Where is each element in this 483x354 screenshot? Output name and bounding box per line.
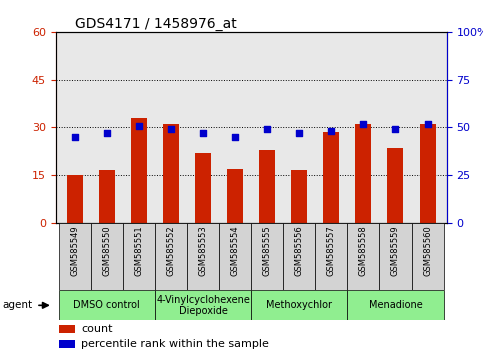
Point [359,121,367,126]
Bar [251,290,347,320]
Bar [347,290,443,320]
Bar [123,223,155,290]
Text: GSM585556: GSM585556 [295,225,304,276]
Text: count: count [81,324,113,334]
Text: GSM585557: GSM585557 [327,225,336,276]
Text: percentile rank within the sample: percentile rank within the sample [81,339,269,349]
Point [71,134,79,140]
Bar [420,124,436,223]
Bar [59,223,91,290]
Bar [315,223,347,290]
Bar [283,223,315,290]
Bar [155,290,251,320]
Text: GSM585559: GSM585559 [391,225,400,276]
Text: GSM585554: GSM585554 [230,225,240,276]
Text: GSM585560: GSM585560 [423,225,432,276]
Bar [227,169,243,223]
Point [392,126,399,132]
Text: GSM585549: GSM585549 [71,225,79,276]
Bar [387,148,403,223]
Text: 4-Vinylcyclohexene
Diepoxide: 4-Vinylcyclohexene Diepoxide [156,295,250,316]
Bar [131,118,147,223]
Bar [187,223,219,290]
Bar [259,150,275,223]
Bar [380,223,412,290]
Text: agent: agent [2,300,32,310]
Point [424,121,431,126]
Text: Methoxychlor: Methoxychlor [266,300,332,310]
Bar [163,124,179,223]
Bar [99,171,115,223]
Point [167,126,175,132]
Bar [59,325,75,333]
Point [327,129,335,134]
Point [263,126,271,132]
Bar [91,223,123,290]
Text: GDS4171 / 1458976_at: GDS4171 / 1458976_at [75,17,237,31]
Bar [251,223,283,290]
Bar [412,223,443,290]
Text: Menadione: Menadione [369,300,422,310]
Bar [59,290,155,320]
Point [199,130,207,136]
Bar [67,175,83,223]
Bar [59,339,75,348]
Bar [355,124,371,223]
Text: GSM585553: GSM585553 [199,225,208,276]
Bar [219,223,251,290]
Text: GSM585555: GSM585555 [263,225,272,276]
Text: GSM585551: GSM585551 [134,225,143,276]
Bar [323,132,340,223]
Text: GSM585552: GSM585552 [167,225,175,276]
Bar [155,223,187,290]
Point [103,130,111,136]
Bar [195,153,211,223]
Text: DMSO control: DMSO control [73,300,140,310]
Point [135,123,143,129]
Text: GSM585550: GSM585550 [102,225,112,276]
Text: GSM585558: GSM585558 [359,225,368,276]
Bar [347,223,380,290]
Point [296,130,303,136]
Bar [291,171,307,223]
Point [231,134,239,140]
